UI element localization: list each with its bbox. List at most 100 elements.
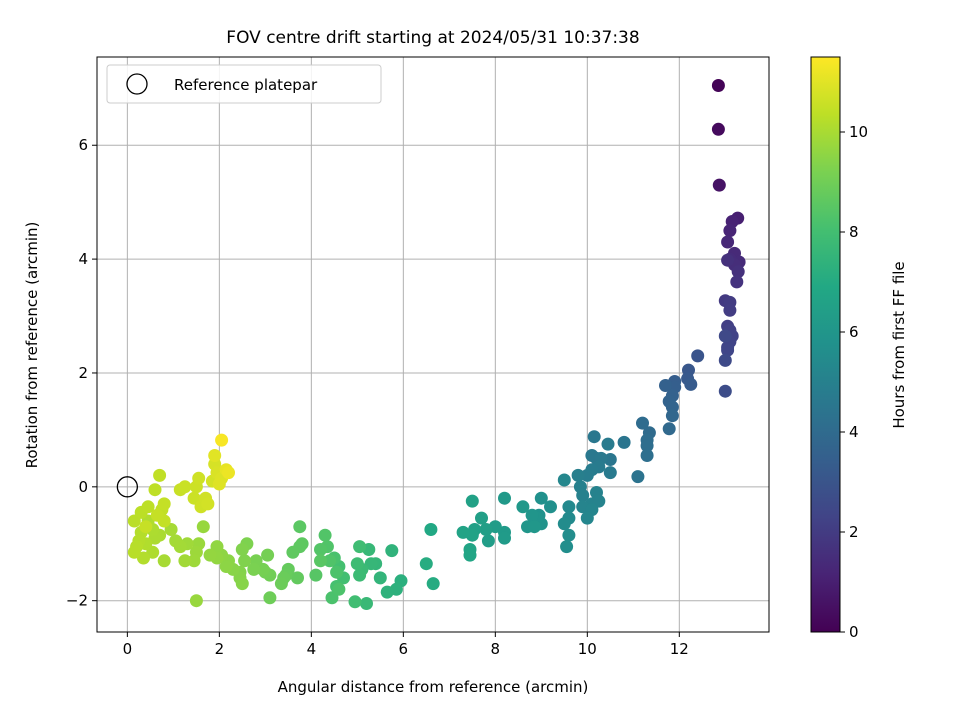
data-point bbox=[723, 224, 737, 238]
reference-platepar-marker bbox=[116, 476, 139, 498]
data-point bbox=[169, 534, 183, 548]
colorbar-tick-label: 2 bbox=[849, 523, 859, 541]
colorbar-tick-label: 8 bbox=[849, 223, 859, 241]
data-point bbox=[665, 409, 679, 423]
data-point bbox=[544, 500, 557, 514]
colorbar: 0 2 4 6 8 10 Hours from first FF file bbox=[810, 56, 908, 641]
data-point bbox=[691, 349, 705, 363]
data-point bbox=[580, 468, 594, 482]
data-point bbox=[192, 471, 206, 485]
data-point bbox=[332, 582, 346, 596]
data-point bbox=[350, 557, 364, 571]
data-point bbox=[323, 554, 337, 568]
y-tick-label: 4 bbox=[78, 250, 88, 268]
data-point bbox=[721, 235, 735, 249]
x-tick-label: 10 bbox=[578, 640, 597, 658]
data-point bbox=[712, 178, 726, 192]
colorbar-tick-label: 10 bbox=[849, 123, 868, 141]
colorbar-tick-label: 6 bbox=[849, 323, 859, 341]
data-point bbox=[562, 500, 576, 514]
chart-title: FOV centre drift starting at 2024/05/31 … bbox=[226, 28, 639, 48]
data-point bbox=[527, 520, 541, 534]
data-point bbox=[525, 508, 539, 522]
data-point bbox=[222, 466, 235, 480]
data-point bbox=[274, 577, 288, 591]
legend-marker-circle-icon bbox=[126, 73, 148, 95]
data-point bbox=[534, 491, 548, 505]
legend: Reference platepar bbox=[106, 64, 382, 104]
data-point bbox=[263, 591, 277, 605]
data-point bbox=[314, 543, 327, 556]
colorbar-tick-label: 4 bbox=[849, 423, 859, 441]
data-point bbox=[189, 594, 203, 608]
data-point bbox=[721, 253, 735, 267]
data-point bbox=[385, 544, 399, 558]
data-point bbox=[360, 597, 373, 610]
data-point bbox=[571, 468, 585, 482]
grid-lines bbox=[97, 57, 769, 632]
legend-box bbox=[106, 64, 382, 104]
data-point bbox=[330, 565, 344, 579]
colorbar-gradient bbox=[810, 56, 841, 633]
y-axis-label: Rotation from reference (arcmin) bbox=[23, 222, 41, 469]
data-point bbox=[684, 377, 698, 391]
data-point bbox=[463, 548, 477, 562]
y-tick-label: 6 bbox=[78, 136, 88, 154]
data-point bbox=[157, 497, 171, 511]
y-axis-ticks: −2 0 2 4 6 bbox=[66, 136, 97, 610]
data-point bbox=[636, 416, 649, 430]
data-point bbox=[662, 422, 676, 436]
data-point bbox=[730, 275, 744, 289]
data-point bbox=[353, 540, 367, 554]
data-point bbox=[309, 568, 323, 582]
data-point bbox=[562, 528, 576, 542]
data-point bbox=[212, 477, 226, 491]
data-point bbox=[475, 511, 488, 525]
x-tick-label: 6 bbox=[399, 640, 409, 658]
data-point bbox=[157, 554, 171, 568]
data-point bbox=[557, 517, 571, 531]
data-point bbox=[247, 562, 261, 576]
x-axis-ticks: 0 2 4 6 8 10 12 bbox=[123, 632, 689, 658]
data-point bbox=[261, 548, 275, 562]
data-point bbox=[373, 571, 387, 585]
data-point bbox=[456, 525, 470, 539]
data-point bbox=[201, 497, 215, 511]
y-tick-label: −2 bbox=[66, 592, 88, 610]
data-point bbox=[601, 437, 615, 451]
data-point bbox=[178, 480, 192, 494]
data-points bbox=[116, 79, 746, 610]
data-point bbox=[481, 534, 495, 548]
data-point bbox=[576, 488, 590, 502]
data-point bbox=[215, 433, 229, 447]
data-point bbox=[424, 523, 438, 536]
x-axis-label: Angular distance from reference (arcmin) bbox=[278, 678, 589, 696]
data-point bbox=[139, 520, 153, 534]
data-point bbox=[465, 494, 479, 508]
data-point bbox=[498, 491, 511, 505]
data-point bbox=[516, 500, 530, 514]
data-point bbox=[187, 554, 201, 568]
data-point bbox=[721, 343, 735, 357]
data-point bbox=[141, 500, 155, 514]
data-point bbox=[380, 585, 394, 599]
data-point bbox=[718, 329, 732, 343]
data-point bbox=[631, 470, 645, 484]
data-point bbox=[603, 466, 617, 480]
data-point bbox=[659, 379, 672, 392]
data-point bbox=[318, 528, 332, 542]
data-point bbox=[286, 545, 300, 559]
x-tick-label: 8 bbox=[491, 640, 501, 658]
x-tick-label: 2 bbox=[215, 640, 225, 658]
data-point bbox=[426, 577, 440, 591]
data-point bbox=[731, 265, 745, 279]
data-point bbox=[208, 449, 222, 462]
legend-entry-reference-platepar: Reference platepar bbox=[174, 76, 318, 94]
data-point bbox=[640, 439, 654, 453]
data-point bbox=[718, 384, 732, 398]
data-point bbox=[711, 122, 725, 136]
data-point bbox=[723, 303, 737, 317]
data-point bbox=[148, 483, 162, 497]
data-point bbox=[479, 523, 493, 536]
